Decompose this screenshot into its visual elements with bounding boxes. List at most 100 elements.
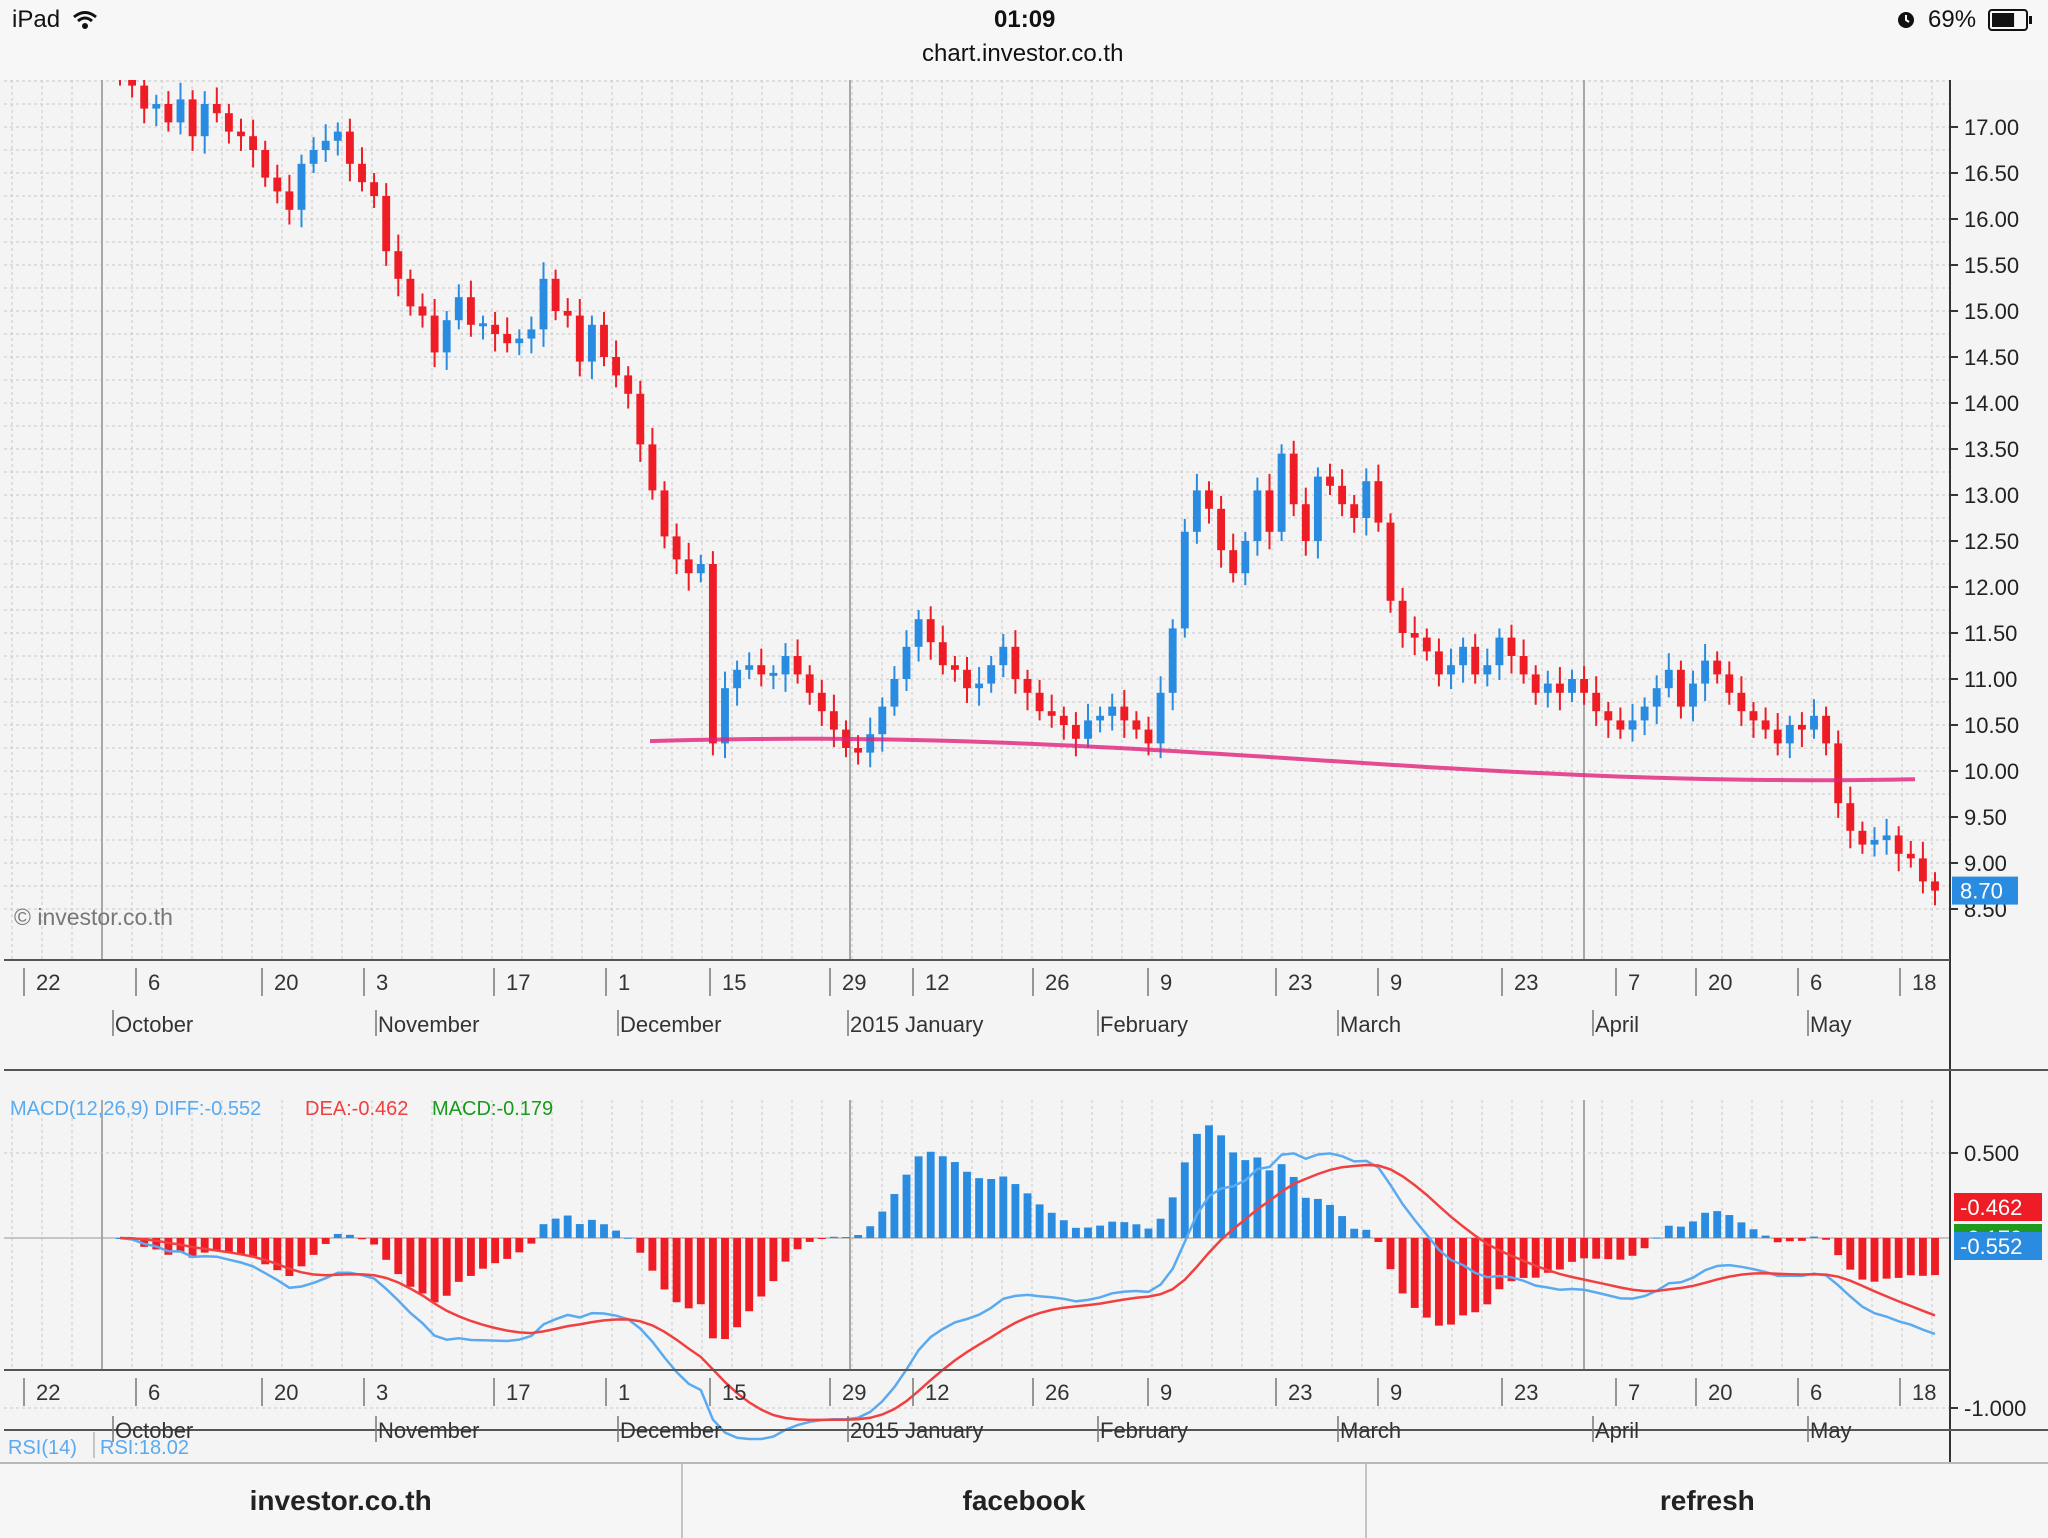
candlestick	[1168, 619, 1177, 711]
day-tick-label: 20	[1708, 1380, 1732, 1405]
candle-body	[745, 665, 754, 670]
macd-histogram-bar	[1846, 1238, 1855, 1270]
day-tick-label: 7	[1628, 970, 1640, 995]
macd-histogram-bar	[1011, 1184, 1020, 1238]
candlestick	[1374, 464, 1383, 532]
macd-histogram-bar	[757, 1238, 766, 1297]
macd-histogram-bar	[854, 1234, 863, 1238]
macd-histogram-bar	[587, 1219, 596, 1238]
investor-link-button[interactable]: investor.co.th	[0, 1464, 684, 1538]
last-price-tag	[1952, 876, 2018, 905]
battery-percent: 69%	[1928, 6, 1977, 33]
candlestick	[503, 317, 512, 353]
macd-histogram-bar	[1398, 1238, 1407, 1294]
day-tick-label: 9	[1160, 970, 1172, 995]
macd-histogram-bar	[1205, 1125, 1213, 1238]
day-tick-label: 26	[1045, 1380, 1069, 1405]
macd-histogram-bar	[1277, 1164, 1286, 1238]
candlestick	[1483, 648, 1492, 687]
candle-body	[164, 104, 173, 123]
candle-body	[1132, 720, 1141, 730]
macd-histogram-bar	[1047, 1212, 1056, 1238]
candle-body	[1870, 840, 1879, 845]
macd-histogram-bar	[600, 1224, 608, 1238]
candlestick	[999, 633, 1008, 678]
candle-body	[902, 646, 911, 679]
candle-body	[1846, 803, 1855, 831]
dea-value-tag	[1954, 1193, 2042, 1221]
candle-body	[793, 656, 802, 675]
macd-histogram-bar	[1495, 1238, 1504, 1290]
month-label: 2015 January	[850, 1418, 983, 1443]
macd-histogram-bar	[527, 1238, 536, 1244]
candlestick	[551, 269, 560, 321]
price-tick-label: 14.50	[1964, 345, 2019, 370]
month-label: November	[378, 1012, 479, 1037]
candlestick	[454, 284, 463, 330]
candlestick	[249, 119, 258, 168]
candle-body	[1810, 715, 1818, 730]
battery-icon	[1988, 9, 2034, 36]
candlestick	[1846, 786, 1855, 849]
candle-body	[1568, 679, 1576, 693]
candlestick	[1132, 711, 1141, 739]
candlestick	[1071, 712, 1080, 757]
macd-histogram-bar	[1156, 1218, 1165, 1238]
macd-histogram-bar	[479, 1238, 487, 1269]
candle-body	[345, 131, 354, 164]
candlestick	[1023, 669, 1032, 711]
day-tick-label: 29	[842, 970, 866, 995]
macd-histogram-bar	[1120, 1222, 1129, 1238]
macd-diff-line	[119, 1152, 1936, 1441]
macd-histogram-bar	[950, 1162, 959, 1238]
candle-body	[1398, 600, 1407, 633]
facebook-link-button[interactable]: facebook	[683, 1464, 1367, 1538]
day-tick-label: 22	[36, 1380, 60, 1405]
candle-body	[1882, 835, 1891, 840]
macd-legend-label: DEA:-0.462	[305, 1098, 408, 1120]
candlestick	[1229, 533, 1238, 583]
macd-histogram-bar	[793, 1238, 802, 1250]
candlestick	[672, 523, 681, 575]
candlestick	[479, 315, 487, 340]
macd-tick-label: 0.500	[1964, 1141, 2019, 1166]
rsi-value: RSI:18.02	[100, 1437, 189, 1459]
macd-histogram-bar	[1640, 1238, 1649, 1249]
candle-body	[987, 665, 996, 684]
candle-body	[757, 665, 766, 675]
candle-body	[1096, 715, 1105, 721]
macd-histogram-bar	[1447, 1238, 1455, 1325]
refresh-button[interactable]: refresh	[1659, 1485, 1755, 1516]
price-tick-label: 9.00	[1964, 851, 2007, 876]
macd-histogram-bar	[926, 1151, 935, 1238]
candle-body	[1035, 692, 1044, 712]
macd-histogram-bar	[1313, 1198, 1322, 1238]
candle-body	[479, 323, 487, 327]
day-tick-label: 17	[506, 970, 530, 995]
stock-chart[interactable]: MACD(12,26,9) DIFF:-0.552 DEA:-0.462 MACD:…	[0, 80, 2048, 1462]
candle-body	[539, 278, 548, 330]
candle-body	[648, 444, 657, 491]
candlestick	[1906, 840, 1915, 868]
candlestick	[1096, 706, 1105, 733]
moving-average-line	[649, 736, 1916, 783]
candle-body	[1785, 725, 1794, 744]
candlestick	[1434, 638, 1443, 687]
macd-histogram-bar	[1652, 1237, 1661, 1239]
candle-body	[1071, 725, 1080, 739]
price-tick-label: 17.00	[1964, 115, 2019, 140]
candle-body	[224, 113, 233, 132]
url-bar[interactable]: chart.investor.co.th	[922, 40, 1124, 67]
candlestick	[430, 299, 439, 368]
candlestick	[1059, 706, 1068, 740]
macd-histogram-bar	[1531, 1238, 1540, 1278]
macd-histogram-bar	[503, 1238, 512, 1259]
candle-body	[1507, 637, 1516, 656]
price-tick-label: 14.00	[1964, 391, 2019, 416]
candle-body	[1047, 711, 1056, 716]
macd-histogram-bar	[1592, 1238, 1601, 1259]
candlestick	[1882, 818, 1891, 855]
chart-svg[interactable]: MACD(12,26,9) DIFF:-0.552 DEA:-0.462 MACD:…	[0, 80, 2048, 1462]
day-tick-label: 6	[1810, 970, 1822, 995]
macd-histogram-bar	[1362, 1229, 1371, 1238]
